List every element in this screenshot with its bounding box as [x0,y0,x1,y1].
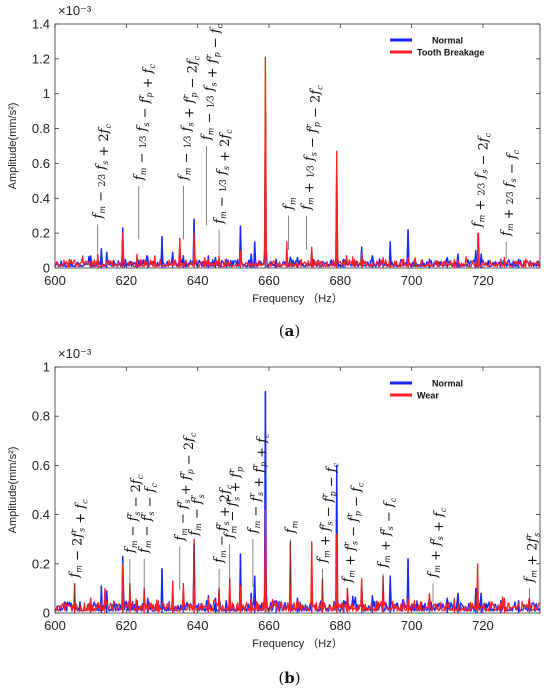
panel-a: 600 620 640 660 680 700 720 0 0.2 0.4 0.6 0.8 1 1.2 1.… [7,3,541,340]
y-tick-label: 0 [43,606,50,621]
annotation-label: fm [282,197,298,211]
annotation-label: fm − frs − fc [137,483,159,554]
annotation-label: fm − frs + frp [223,467,245,539]
x-tick-label: 640 [187,618,209,633]
x-tick-label: 720 [472,273,494,288]
series-line-fault [55,509,540,612]
x-axis-label: Frequency （Hz） [252,637,342,650]
subfigure-label: (b) [278,669,300,687]
y-tick-label: 0.6 [32,458,50,473]
y-tick-label: 0.8 [32,121,50,136]
y-exponent: ×10⁻³ [58,3,92,18]
annotation-label: fm + 1⁄3 fs − frp − 2fc [299,85,324,211]
x-tick-label: 700 [401,273,423,288]
panel-b: 600 620 640 660 680 700 720 0 0.2 0.4 0.6 0.8 1 ×10⁻³… [7,346,541,687]
y-tick-label: 0.6 [32,156,50,171]
x-tick-label: 640 [187,273,209,288]
annotation-label: fm + 2⁄3 fs − fc [499,149,521,237]
annotation-label: fm + frs − fc [376,497,398,568]
legend-label: Normal [432,379,463,389]
annotation-label: fm − 2⁄3 fs + 2fc [91,124,113,220]
x-tick-label: 720 [472,618,494,633]
annotation-label: fm − frs + frp + fc [246,433,271,534]
y-tick-label: 0.2 [32,226,50,241]
y-tick-label: 0 [43,261,50,276]
y-tick-label: 0.2 [32,556,50,571]
x-tick-label: 600 [44,273,66,288]
annotation-label: fm − 1⁄3 fs + frp − fc [200,23,225,141]
x-tick-label: 620 [115,618,137,633]
y-tick-label: 0.8 [32,409,50,424]
x-tick-label: 620 [115,273,137,288]
annotation-label: fm + frs + fc [426,507,448,578]
annotation-label: fm + frs − frp − fc [315,462,340,563]
y-tick-label: 1.4 [32,17,50,32]
annotation-label: fm − 1⁄3 fs + frp − 2fc [176,55,201,181]
legend-label: Wear [417,391,439,401]
x-axis-label: Frequency （Hz） [252,292,342,305]
series-line-fault [55,56,540,268]
y-tick-label: 0.4 [32,191,50,206]
annotation-label: fm + frs − frp − fc [340,482,365,583]
annotation-label: fm + 2⁄3 fs − 2fc [471,132,493,228]
y-tick-label: 0.4 [32,507,50,522]
y-tick-label: 1 [43,86,50,101]
y-axis-label: Amplitude(mm/s²) [7,103,19,190]
annotation-label: fm − frs − 2fc [123,474,145,554]
x-tick-label: 700 [401,618,423,633]
x-tick-label: 680 [329,618,351,633]
y-tick-label: 1 [43,360,50,375]
y-axis-label: Amplitude(mm/s²) [7,447,19,534]
annotation-label: fm − frs [187,494,206,536]
x-tick-label: 660 [258,618,280,633]
y-tick-label: 1.2 [32,51,50,66]
annotation-label: fm − 1⁄3 fs + 2fc [212,129,234,225]
annotation-label: fm − 2frs + fc [68,499,90,579]
series-group [55,56,540,268]
annotation-label: fm [283,520,299,534]
legend-label: Tooth Breakage [417,48,484,58]
x-tick-label: 680 [329,273,351,288]
plot-area [54,23,541,269]
annotation-label: fm − frs + frp − 2fc [173,432,198,542]
annotation-label: fm − frs + 2fc [212,484,234,564]
subfigure-label: (a) [279,322,300,340]
x-tick-label: 660 [258,273,280,288]
plot-area [54,366,541,614]
legend-label: Normal [432,36,463,46]
annotation-label: fm − 1⁄3 fs − frp + fc [132,64,157,182]
annotation-label: fm + 2frs [522,533,541,584]
x-tick-label: 600 [44,618,66,633]
y-exponent: ×10⁻³ [58,346,92,361]
